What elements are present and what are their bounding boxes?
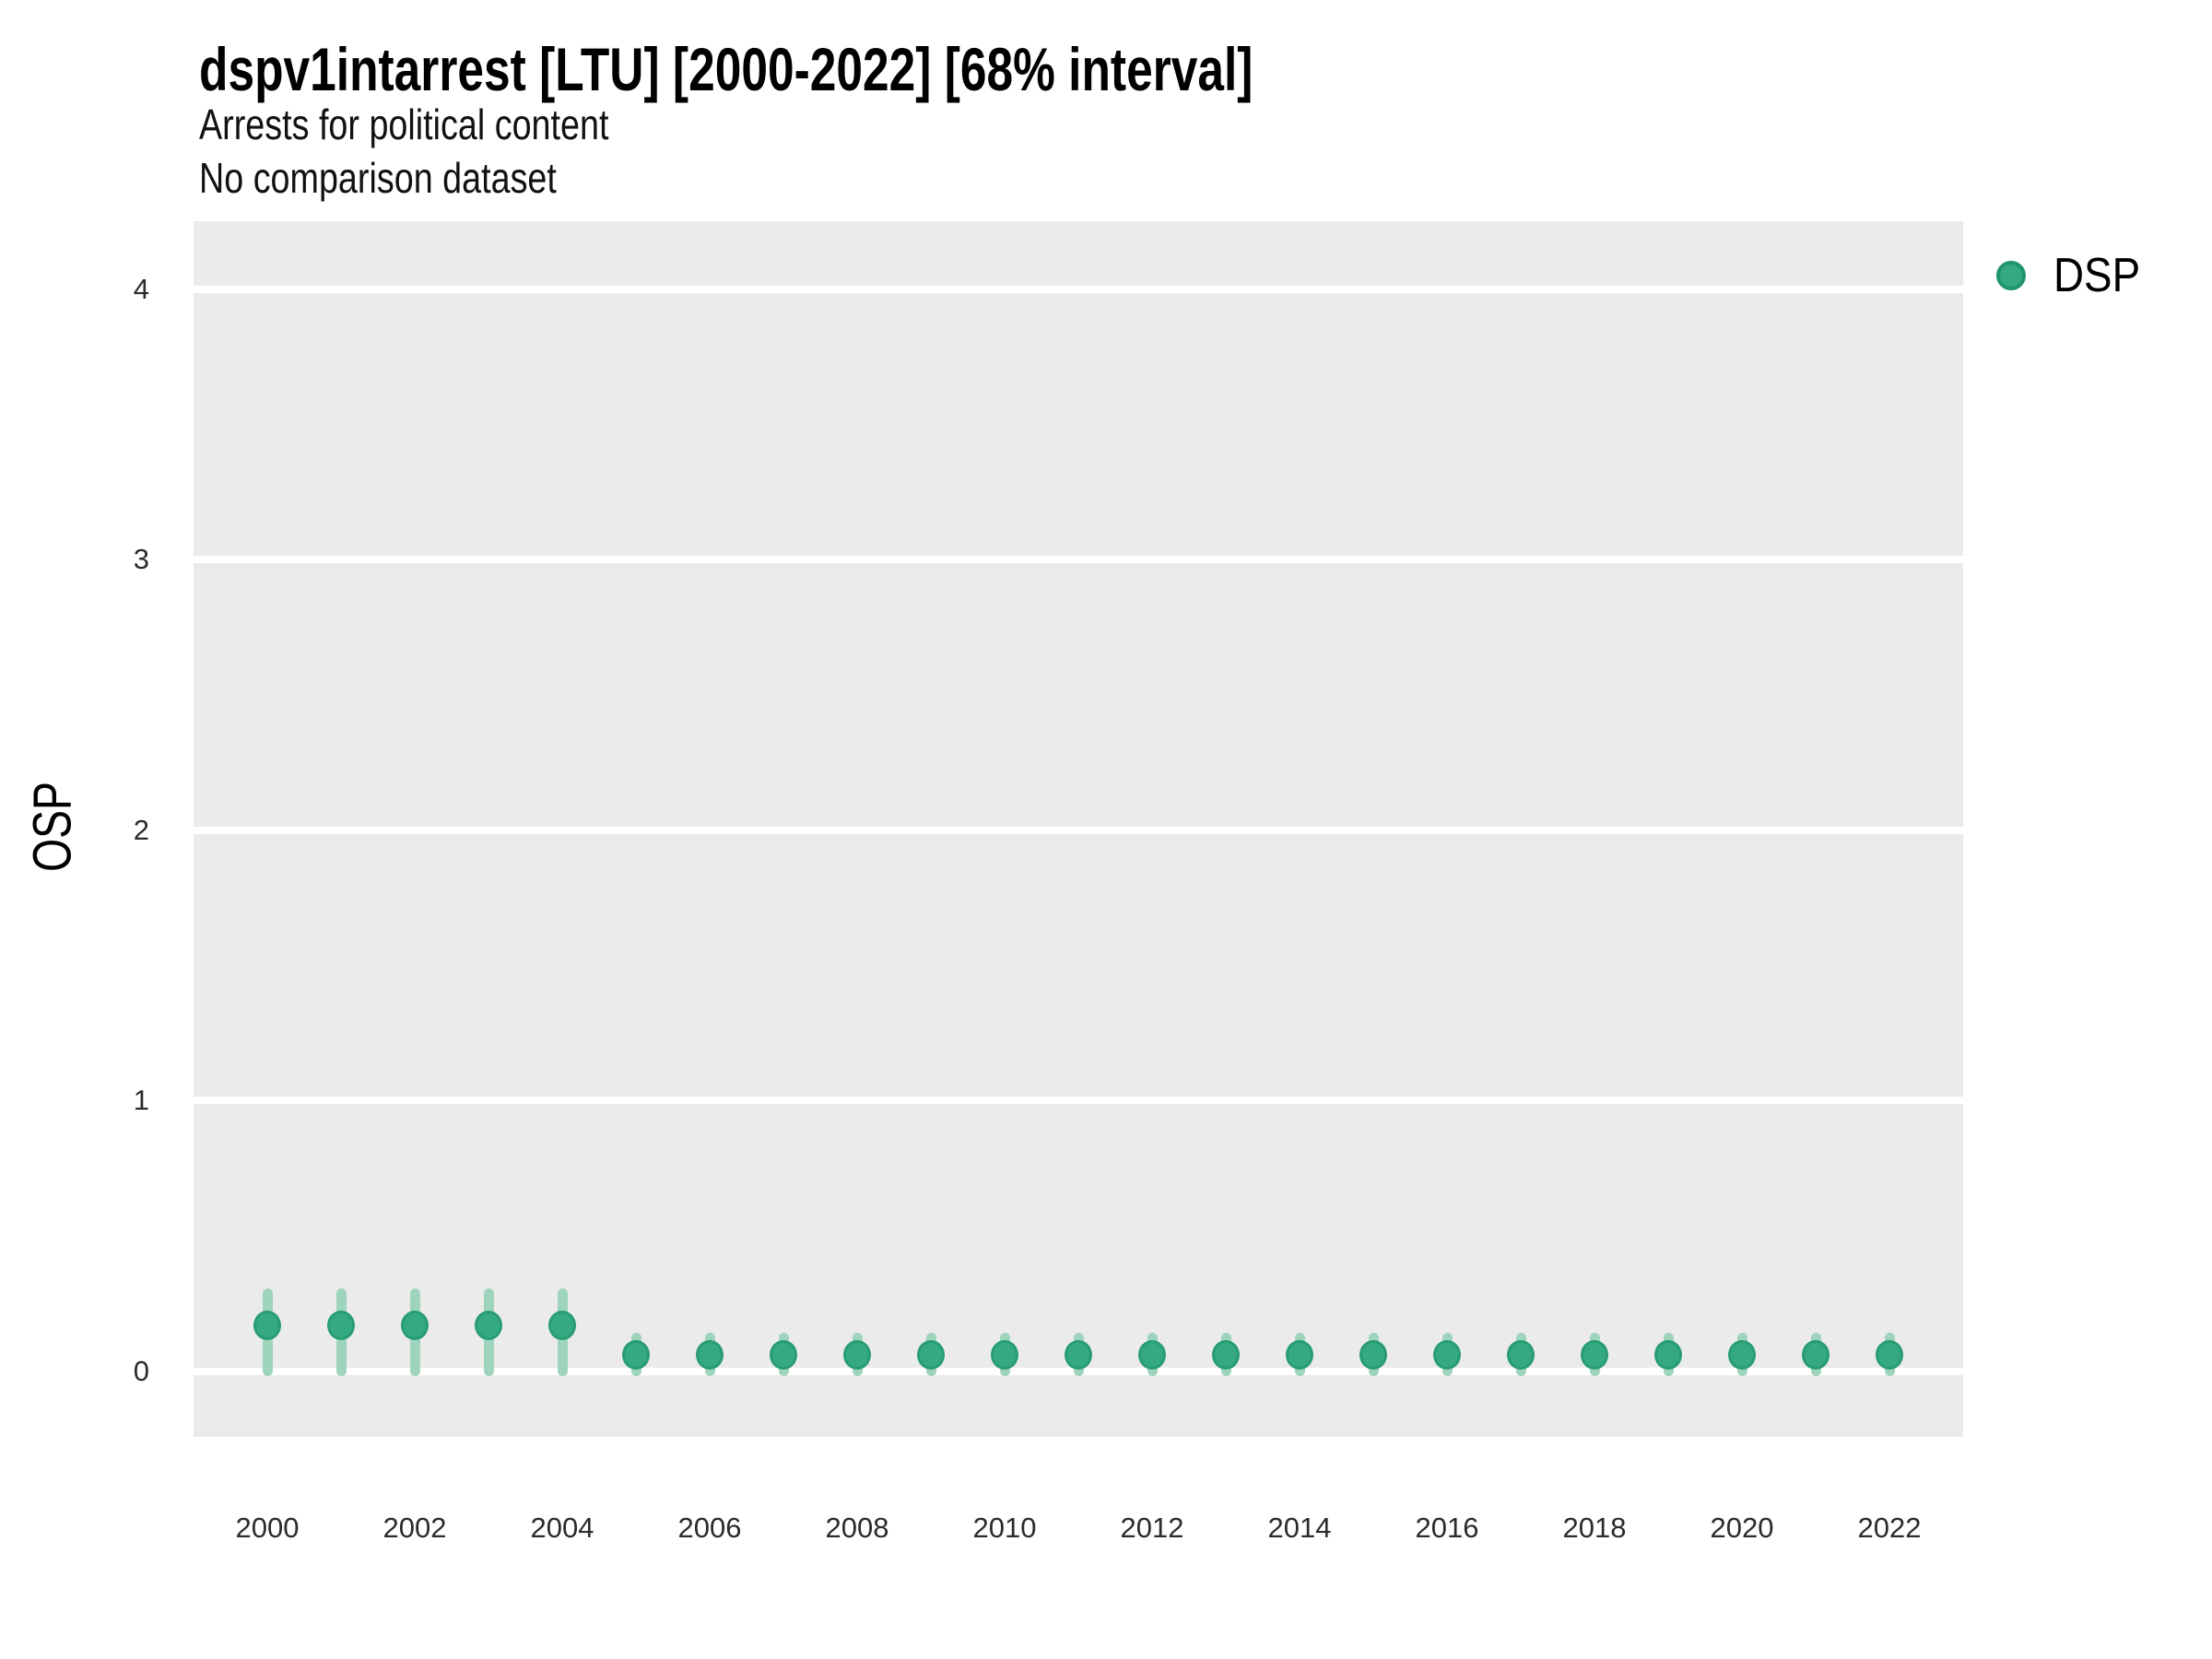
x-tick-label: 2000 [235,1512,300,1544]
data-point [475,1311,502,1341]
y-gridline [194,826,1963,834]
x-tick-label: 2008 [825,1512,889,1544]
data-point [991,1340,1018,1371]
x-tick-label: 2006 [677,1512,742,1544]
y-gridline [194,285,1963,293]
data-point [622,1340,650,1371]
data-point [401,1311,429,1341]
legend: DSP [1991,249,2212,304]
x-tick-label: 2004 [530,1512,594,1544]
y-tick-label: 1 [133,1084,149,1117]
chart-subtitle-line1: Arrests for political content [199,100,609,148]
data-point [1212,1340,1240,1371]
x-tick-label: 2016 [1415,1512,1479,1544]
y-tick-label: 3 [133,543,149,576]
data-point [1802,1340,1830,1371]
y-gridline [194,556,1963,564]
legend-point-icon [1996,261,2026,290]
x-tick-label: 2018 [1562,1512,1627,1544]
data-point [548,1311,576,1341]
data-point [1359,1340,1387,1371]
data-point [253,1311,281,1341]
data-point [1876,1340,1903,1371]
data-point [1728,1340,1756,1371]
data-point [1065,1340,1092,1371]
data-point [917,1340,945,1371]
data-point [1286,1340,1313,1371]
data-point [1654,1340,1682,1371]
data-point [696,1340,724,1371]
data-point [843,1340,871,1371]
y-gridline [194,1097,1963,1105]
data-point [1507,1340,1535,1371]
x-tick-label: 2022 [1857,1512,1922,1544]
data-point [770,1340,797,1371]
x-tick-label: 2002 [382,1512,447,1544]
x-tick-label: 2020 [1710,1512,1774,1544]
data-point [327,1311,355,1341]
plot-area [194,221,1963,1437]
legend-label: DSP [2053,249,2141,302]
data-point [1138,1340,1166,1371]
chart-title: dspv1intarrest [LTU] [2000-2022] [68% in… [199,35,1253,103]
data-point [1433,1340,1461,1371]
x-tick-label: 2010 [972,1512,1037,1544]
data-point [1581,1340,1608,1371]
y-tick-label: 4 [133,272,149,305]
x-tick-label: 2012 [1120,1512,1184,1544]
y-tick-label: 2 [133,813,149,846]
y-tick-label: 0 [133,1354,149,1387]
chart-subtitle-line2: No comparison dataset [199,154,557,202]
x-tick-label: 2014 [1267,1512,1332,1544]
